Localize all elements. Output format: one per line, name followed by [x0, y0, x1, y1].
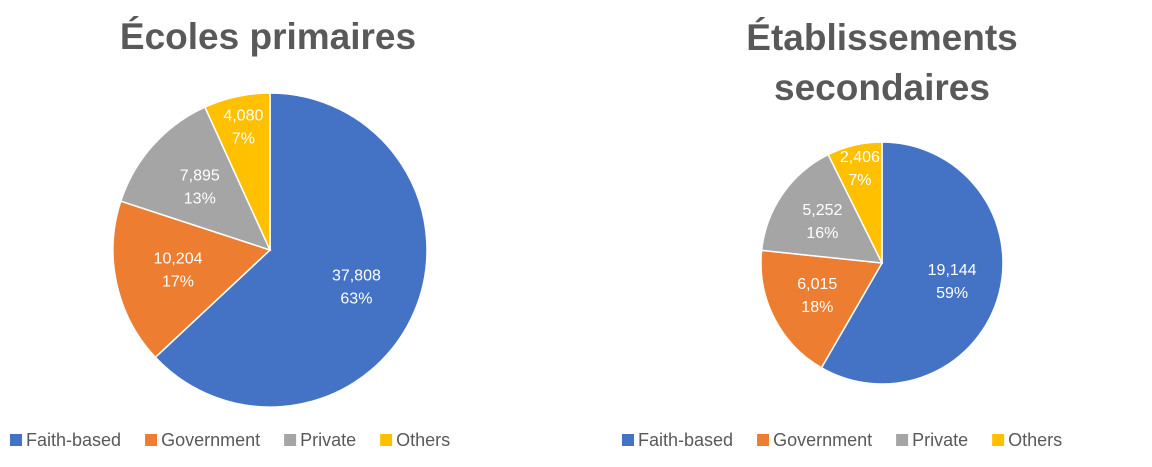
percent-label: 16% — [806, 225, 838, 242]
percent-label: 7% — [848, 172, 871, 189]
legend-label: Others — [396, 430, 450, 450]
legend-label: Faith-based — [638, 430, 733, 450]
legend-swatch — [622, 434, 634, 446]
pie-slice — [112, 200, 272, 359]
pie-slice — [119, 106, 272, 252]
percent-label: 13% — [184, 190, 216, 207]
legend-swatch — [145, 434, 158, 446]
legend-swatch — [10, 434, 22, 446]
percent-label: 59% — [936, 285, 968, 302]
data-label: 19,144 — [928, 262, 977, 279]
percent-label: 18% — [801, 299, 833, 316]
data-label: 2,406 — [840, 149, 880, 166]
legend-swatch — [992, 434, 1005, 446]
legend-label: Government — [773, 430, 872, 450]
legend-label: Faith-based — [26, 430, 121, 450]
data-label: 10,204 — [154, 251, 203, 268]
pie-slice — [203, 92, 271, 251]
data-label: 4,080 — [223, 107, 263, 124]
pie-slice — [760, 249, 884, 369]
legend-swatch — [284, 434, 297, 446]
chart-title: Établissements secondaires — [746, 17, 1018, 108]
data-label: 37,808 — [332, 268, 381, 285]
pie-slice — [827, 141, 883, 264]
legend-label: Others — [1008, 430, 1062, 450]
data-label: 5,252 — [802, 202, 842, 219]
data-label: 6,015 — [797, 276, 837, 293]
legend-label: Private — [912, 430, 968, 450]
legend-label: Government — [161, 430, 260, 450]
pie-slice — [154, 92, 428, 408]
percent-label: 7% — [232, 130, 255, 147]
legend-swatch — [896, 434, 909, 446]
pie-slice — [760, 153, 884, 264]
data-label: 7,895 — [180, 167, 220, 184]
percent-label: 63% — [340, 291, 372, 308]
pie-slice — [820, 141, 1004, 385]
legend-swatch — [757, 434, 770, 446]
legend-label: Private — [300, 430, 356, 450]
chart-title: Écoles primaires — [119, 16, 417, 57]
percent-label: 17% — [162, 274, 194, 291]
legend-swatch — [380, 434, 393, 446]
